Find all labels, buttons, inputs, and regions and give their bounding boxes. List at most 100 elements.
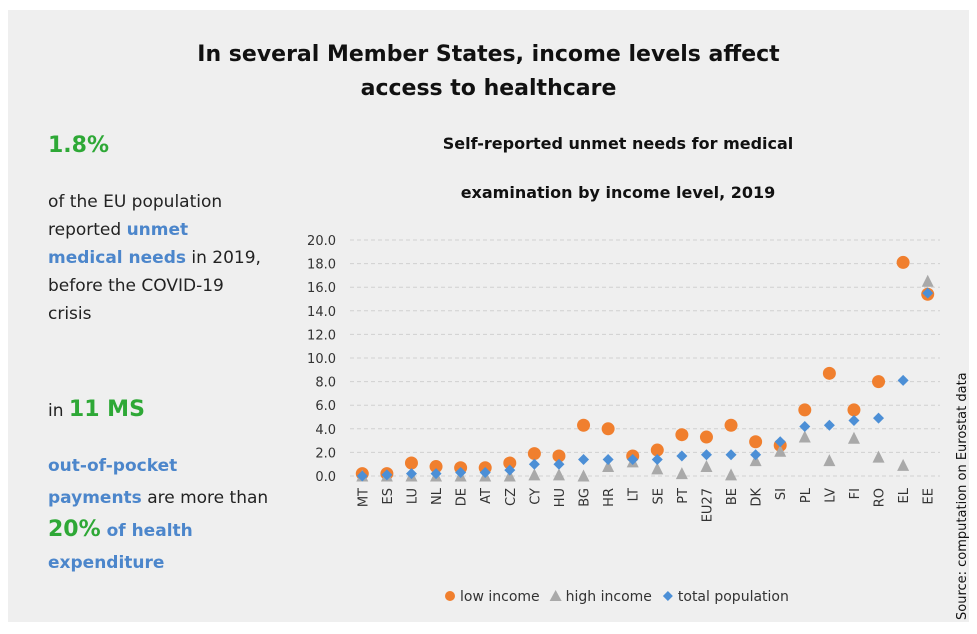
infographic-panel: In several Member States, income levels … — [8, 10, 970, 622]
point-low-income — [601, 422, 615, 436]
point-low-income — [724, 418, 738, 432]
point-high-income — [552, 468, 565, 481]
y-tick-label: 16.0 — [307, 281, 336, 296]
y-tick-label: 12.0 — [307, 328, 336, 343]
point-total-population — [848, 415, 860, 427]
point-high-income — [872, 450, 885, 463]
point-low-income — [429, 460, 443, 474]
point-low-income — [699, 430, 713, 444]
stat-unmet-highlight: unmet medical needs — [48, 220, 189, 268]
source-note-text: Source: computation on Eurostat data — [955, 372, 970, 620]
stat-unmet-description: of the EU population reported unmet medi… — [48, 188, 263, 328]
source-note: Source: computation on Eurostat data — [951, 170, 971, 630]
point-high-income — [847, 431, 860, 444]
stat-ms-text-a: are more than — [141, 488, 269, 508]
stat-ms-description: out-of-pocket payments are more than 20%… — [48, 450, 273, 579]
point-low-income — [872, 375, 886, 389]
point-total-population — [356, 470, 368, 482]
page-title: In several Member States, income levels … — [8, 38, 969, 106]
y-tick-label: 0.0 — [315, 470, 336, 485]
stat-unmet-text-b: in 2019, before the COVID-19 crisis — [48, 248, 261, 324]
y-tick-label: 18.0 — [307, 258, 336, 273]
point-total-population — [823, 419, 835, 431]
stat-unmet-value-block: 1.8% — [48, 132, 109, 161]
point-total-population — [676, 450, 688, 462]
point-total-population — [504, 464, 516, 476]
x-tick-label: SI — [774, 488, 789, 500]
x-tick-label: AT — [479, 488, 494, 504]
y-tick-label: 2.0 — [315, 446, 336, 461]
point-high-income — [897, 458, 910, 471]
title-line-1: In several Member States, income levels … — [197, 42, 780, 67]
point-total-population — [873, 412, 885, 424]
point-high-income — [528, 468, 541, 481]
point-low-income — [552, 449, 566, 463]
x-tick-label: BG — [578, 488, 593, 507]
x-tick-label: DE — [455, 488, 470, 506]
point-total-population — [405, 468, 417, 480]
stat-ms-value: 11 MS — [68, 397, 145, 422]
x-tick-label: CY — [528, 488, 543, 505]
point-high-income — [700, 460, 713, 473]
point-total-population — [578, 453, 590, 465]
point-low-income — [749, 435, 763, 449]
chart-title-line-1: Self-reported unmet needs for medical — [442, 134, 794, 153]
x-tick-label: PT — [676, 488, 691, 504]
point-total-population — [381, 469, 393, 481]
point-high-income — [651, 462, 664, 475]
legend-marker-high-income — [549, 590, 562, 601]
legend-label: low income — [460, 589, 540, 605]
stat-ms-heading: in 11 MS — [48, 396, 145, 425]
y-tick-label: 20.0 — [307, 234, 336, 249]
point-high-income — [602, 460, 615, 473]
point-high-income — [823, 454, 836, 467]
legend-label: high income — [566, 589, 652, 605]
y-tick-label: 4.0 — [315, 423, 336, 438]
chart-title-line-2: examination by income level, 2019 — [460, 183, 776, 202]
point-low-income — [675, 428, 689, 442]
y-tick-label: 14.0 — [307, 305, 336, 320]
legend-marker-total-population — [662, 591, 673, 601]
point-low-income — [404, 456, 418, 470]
point-total-population — [602, 453, 614, 465]
point-low-income — [822, 366, 836, 380]
stat-ms-prefix: in — [48, 401, 69, 421]
title-line-2: access to healthcare — [360, 76, 617, 101]
x-tick-label: EL — [897, 487, 912, 503]
x-tick-label: DK — [750, 488, 765, 507]
stat-ms-highlight: out-of-pocket payments — [48, 456, 178, 508]
x-tick-label: BE — [725, 488, 740, 505]
x-tick-label: LV — [823, 488, 838, 503]
y-tick-label: 8.0 — [315, 376, 336, 391]
x-tick-label: NL — [430, 487, 445, 505]
stat-ms-tail: of health expenditure — [48, 521, 193, 573]
point-total-population — [750, 449, 762, 461]
point-total-population — [700, 449, 712, 461]
x-tick-label: HR — [602, 488, 617, 507]
point-high-income — [798, 430, 811, 443]
x-tick-label: LU — [405, 488, 420, 504]
point-total-population — [774, 436, 786, 448]
legend-label: total population — [678, 589, 789, 605]
point-total-population — [455, 466, 467, 478]
x-tick-label: LT — [627, 488, 642, 501]
point-total-population — [430, 468, 442, 480]
point-total-population — [553, 458, 565, 470]
x-tick-label: EE — [922, 488, 937, 504]
x-tick-label: RO — [873, 488, 888, 507]
point-low-income — [650, 443, 664, 457]
x-tick-label: HU — [553, 488, 568, 507]
point-low-income — [847, 403, 861, 417]
point-high-income — [725, 468, 738, 481]
point-high-income — [774, 444, 787, 457]
point-high-income — [675, 467, 688, 480]
point-total-population — [897, 374, 909, 386]
point-low-income — [798, 403, 812, 417]
point-low-income — [896, 255, 910, 269]
point-total-population — [922, 287, 934, 299]
point-total-population — [651, 453, 663, 465]
x-tick-label: ES — [381, 488, 396, 504]
stat-ms-pct: 20% — [48, 517, 101, 542]
x-tick-label: SE — [651, 488, 666, 504]
x-tick-label: MT — [356, 488, 371, 507]
